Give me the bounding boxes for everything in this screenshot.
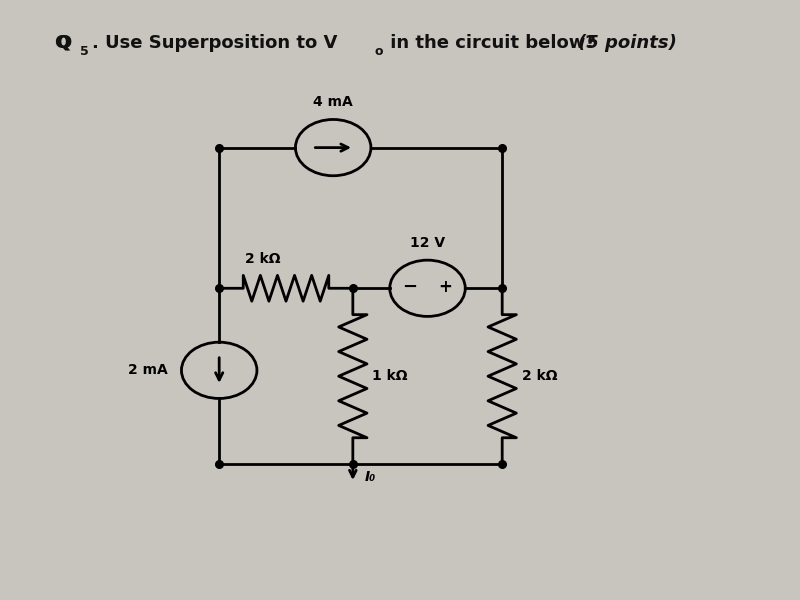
Text: 4 mA: 4 mA [314, 95, 353, 109]
Text: 2 kΩ: 2 kΩ [245, 252, 280, 266]
Text: I₀: I₀ [365, 470, 376, 484]
Text: 12 V: 12 V [410, 236, 445, 250]
Text: Q: Q [57, 34, 72, 52]
Text: 1 kΩ: 1 kΩ [373, 369, 408, 383]
Text: −: − [402, 278, 417, 296]
Text: 2 kΩ: 2 kΩ [522, 369, 558, 383]
Text: (5 points): (5 points) [578, 34, 677, 52]
Text: o: o [374, 45, 382, 58]
Text: +: + [438, 278, 453, 296]
Text: 2 mA: 2 mA [127, 364, 167, 377]
Text: Q: Q [54, 34, 70, 52]
Text: 5: 5 [80, 45, 89, 58]
Text: in the circuit below?: in the circuit below? [384, 34, 602, 52]
Text: . Use Superposition to V: . Use Superposition to V [92, 34, 338, 52]
